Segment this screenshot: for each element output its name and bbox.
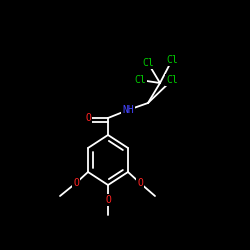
Text: O: O <box>85 113 91 123</box>
Text: Cl: Cl <box>134 75 146 85</box>
Text: O: O <box>137 178 143 188</box>
Text: Cl: Cl <box>166 75 178 85</box>
Text: Cl: Cl <box>142 58 154 68</box>
Text: O: O <box>73 178 79 188</box>
Text: O: O <box>105 195 111 205</box>
Text: NH: NH <box>122 105 134 115</box>
Text: Cl: Cl <box>166 55 178 65</box>
